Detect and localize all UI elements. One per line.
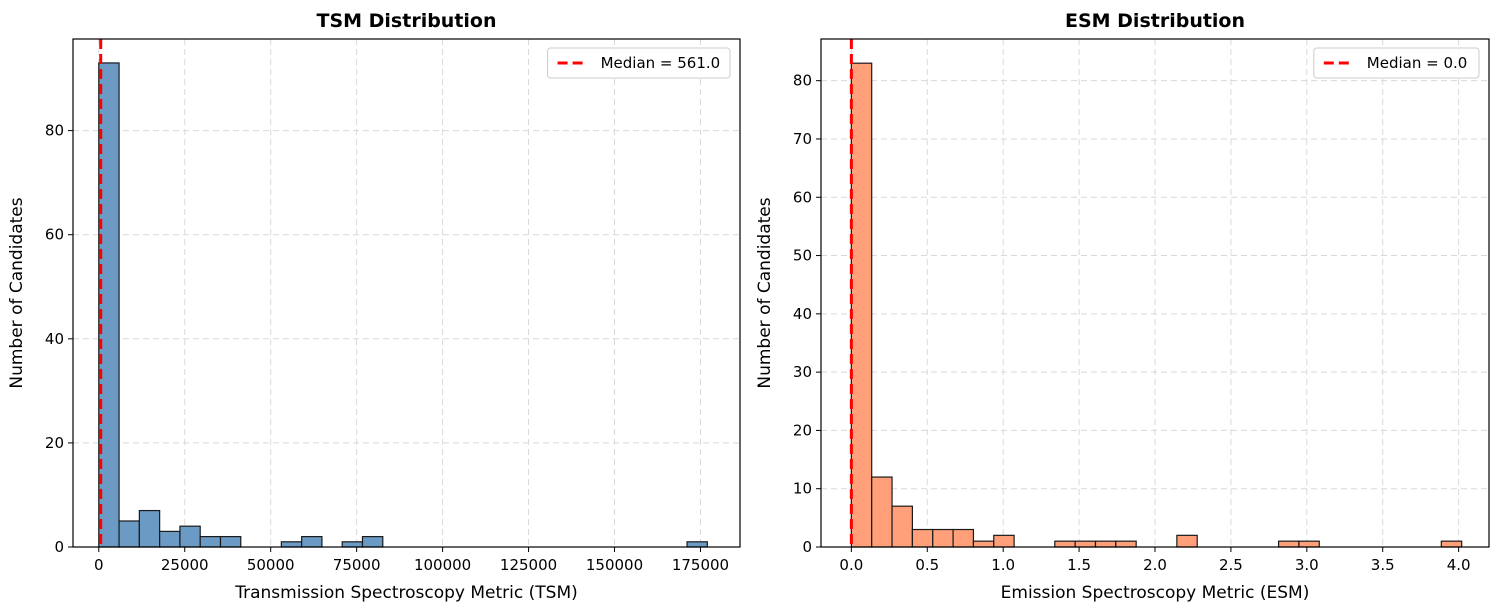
y-tick-label: 60 [45,226,64,244]
x-tick-label: 25000 [161,556,209,574]
histogram-bar [301,535,323,548]
x-tick-label: 50000 [247,556,295,574]
histogram-bar [871,476,893,548]
histogram-bar [952,528,975,548]
legend-box [1313,47,1480,79]
x-tick-label: 3.0 [1295,556,1319,574]
x-tick-label: 2.0 [1143,556,1167,574]
histogram-bar [891,505,913,548]
x-tick-label: 2.5 [1219,556,1243,574]
axes-frame [72,38,741,548]
x-tick-label: 150000 [586,556,643,574]
y-tick-label: 60 [793,188,812,206]
x-tick-label: 100000 [414,556,471,574]
histogram-bar [850,62,873,548]
y-tick-label: 0 [802,538,812,556]
x-axis-label: Transmission Spectroscopy Metric (TSM) [234,583,578,603]
y-tick-label: 10 [793,480,812,498]
x-tick-label: 75000 [333,556,381,574]
histogram-bar [1094,540,1117,548]
legend-label: Median = 0.0 [1367,54,1468,72]
histogram-bar [1298,540,1320,548]
legend: Median = 0.0 [1313,47,1480,79]
histogram-bar [1440,540,1463,548]
y-tick-label: 30 [793,363,812,381]
histogram-bar [361,535,384,548]
chart-panel-1: 0 25000 50000 75000 100000 125000 150000 175000… [7,10,741,603]
x-tick-label: 4.0 [1447,556,1471,574]
y-axis-label: Number of Candidates [755,197,775,388]
histogram-bar [993,534,1015,548]
histogram-bar [118,520,140,548]
histogram-bar [932,528,954,548]
y-tick-label: 20 [45,434,64,452]
chart-title: TSM Distribution [316,10,496,32]
x-tick-label: 0.5 [915,556,939,574]
y-tick-label: 70 [793,130,812,148]
y-tick-label: 80 [45,122,64,140]
chart-title: ESM Distribution [1065,10,1245,32]
histogram-bar [1115,540,1137,548]
histogram-bar [199,535,222,548]
chart-panel-2: 0.0 0.5 1.0 1.5 2.0 2.5 3.0 3.5 4.0 0 10 20 30 40 50 60… [755,10,1490,603]
x-tick-label: 1.0 [991,556,1015,574]
histogram-bar [341,541,364,548]
x-axis-label: Emission Spectroscopy Metric (ESM) [1001,583,1310,603]
histogram-bar [1176,534,1198,548]
histogram-bar [138,509,161,548]
y-tick-label: 50 [793,247,812,265]
x-tick-label: 0 [94,556,104,574]
histogram-bar [159,530,181,548]
histogram-bar [972,540,995,548]
x-tick-label: 0.0 [839,556,863,574]
legend-label: Median = 561.0 [601,54,721,72]
histogram-bar [280,541,303,548]
y-tick-label: 40 [45,330,64,348]
histogram-bar [179,525,201,548]
histogram-bar [219,535,242,548]
legend-box [547,47,731,79]
x-tick-label: 3.5 [1371,556,1395,574]
y-tick-label: 20 [793,421,812,439]
legend: Median = 561.0 [547,47,731,79]
y-tick-label: 0 [54,538,64,556]
histogram-bar [686,541,708,548]
histogram-bar [1054,540,1076,548]
histogram-bar [1074,540,1097,548]
x-tick-label: 125000 [500,556,557,574]
histogram-bar [911,528,934,548]
histogram-bar [1277,540,1300,548]
x-tick-label: 175000 [672,556,729,574]
y-tick-label: 80 [793,72,812,90]
y-axis-label: Number of Candidates [7,197,27,388]
x-tick-label: 1.5 [1067,556,1091,574]
y-tick-label: 40 [793,305,812,323]
